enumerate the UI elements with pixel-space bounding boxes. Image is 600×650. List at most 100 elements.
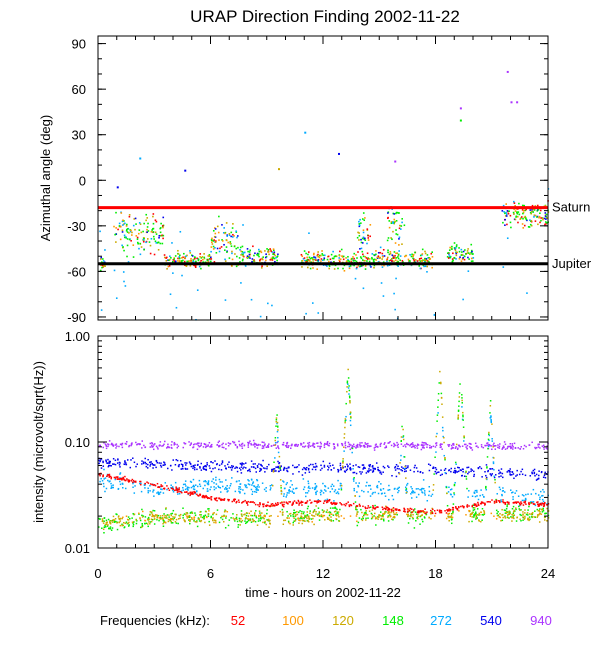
- intensity-point: [246, 486, 248, 489]
- intensity-point: [485, 477, 488, 480]
- intensity-point: [450, 470, 452, 473]
- azimuth-point: [202, 261, 204, 263]
- azimuth-point: [131, 234, 133, 236]
- intensity-point: [189, 444, 191, 446]
- intensity-point: [323, 446, 326, 448]
- intensity-point: [388, 442, 390, 444]
- intensity-point: [176, 446, 179, 449]
- intensity-point: [288, 492, 290, 494]
- intensity-point: [433, 473, 435, 475]
- intensity-point: [414, 491, 416, 494]
- intensity-point: [459, 383, 461, 385]
- azimuth-point: [455, 251, 457, 254]
- intensity-point: [347, 465, 349, 468]
- intensity-point: [526, 512, 529, 514]
- intensity-point: [166, 517, 168, 519]
- azimuth-point: [181, 274, 183, 277]
- intensity-point: [301, 501, 304, 503]
- intensity-point: [109, 522, 111, 524]
- intensity-point: [495, 509, 498, 512]
- intensity-point: [512, 505, 515, 508]
- azimuth-point: [338, 254, 341, 257]
- intensity-point: [432, 467, 434, 470]
- azimuth-point: [431, 266, 433, 269]
- intensity-point: [335, 518, 337, 520]
- azimuth-point: [359, 256, 362, 258]
- intensity-point: [541, 502, 544, 504]
- intensity-point: [372, 469, 375, 471]
- intensity-point: [319, 491, 322, 494]
- intensity-point: [162, 519, 165, 522]
- azimuth-point: [371, 253, 374, 255]
- intensity-point: [461, 399, 463, 402]
- intensity-point: [320, 443, 322, 445]
- intensity-point: [254, 446, 256, 448]
- intensity-point: [213, 497, 216, 500]
- intensity-point: [531, 472, 533, 475]
- intensity-point: [250, 514, 252, 517]
- intensity-point: [168, 489, 171, 492]
- intensity-point: [343, 450, 345, 452]
- azimuth-point: [352, 260, 355, 262]
- intensity-point: [251, 479, 253, 481]
- intensity-point: [315, 500, 317, 503]
- azimuth-point: [430, 252, 433, 255]
- intensity-point: [410, 486, 412, 488]
- intensity-point: [321, 467, 323, 470]
- intensity-point: [302, 445, 304, 448]
- azimuth-point: [394, 259, 397, 261]
- azimuth-point: [221, 239, 223, 241]
- intensity-point: [452, 510, 454, 513]
- intensity-point: [179, 515, 181, 517]
- intensity-point: [544, 502, 546, 505]
- intensity-point: [293, 492, 295, 494]
- intensity-point: [184, 488, 187, 491]
- intensity-point: [105, 523, 108, 526]
- intensity-point: [387, 507, 389, 509]
- intensity-y-tick-label: 1.00: [65, 329, 90, 344]
- intensity-point: [252, 501, 254, 503]
- azimuth-point: [145, 241, 147, 244]
- intensity-point: [232, 517, 234, 519]
- intensity-point: [354, 501, 357, 503]
- azimuth-point: [391, 238, 393, 241]
- intensity-point: [166, 514, 169, 516]
- intensity-point: [420, 448, 423, 451]
- intensity-point: [269, 519, 271, 522]
- intensity-point: [238, 519, 241, 522]
- intensity-point: [487, 447, 489, 450]
- intensity-point: [407, 465, 409, 467]
- intensity-point: [407, 515, 409, 517]
- intensity-point: [327, 468, 329, 471]
- intensity-point: [309, 510, 311, 512]
- intensity-point: [277, 515, 279, 518]
- azimuth-point: [517, 211, 520, 213]
- intensity-point: [213, 482, 215, 484]
- intensity-point: [355, 506, 357, 508]
- azimuth-point: [423, 265, 425, 268]
- intensity-point: [527, 518, 529, 521]
- intensity-point: [307, 520, 310, 523]
- azimuth-point: [373, 261, 375, 263]
- intensity-point: [366, 481, 368, 484]
- intensity-point: [228, 498, 230, 501]
- azimuth-point: [364, 256, 367, 258]
- azimuth-point: [119, 238, 122, 241]
- azimuth-point: [137, 242, 139, 245]
- intensity-point: [538, 443, 540, 446]
- intensity-point: [539, 490, 542, 493]
- intensity-point: [279, 466, 282, 468]
- intensity-point: [488, 443, 491, 446]
- intensity-point: [318, 500, 320, 502]
- intensity-point: [308, 518, 310, 520]
- azimuth-point: [524, 209, 527, 212]
- intensity-point: [134, 485, 136, 487]
- intensity-point: [282, 469, 285, 471]
- intensity-point: [191, 516, 193, 519]
- intensity-point: [197, 495, 200, 497]
- intensity-point: [202, 515, 205, 517]
- intensity-point: [310, 502, 312, 504]
- azimuth-point: [397, 253, 400, 256]
- intensity-point: [240, 521, 243, 523]
- intensity-point: [319, 441, 322, 444]
